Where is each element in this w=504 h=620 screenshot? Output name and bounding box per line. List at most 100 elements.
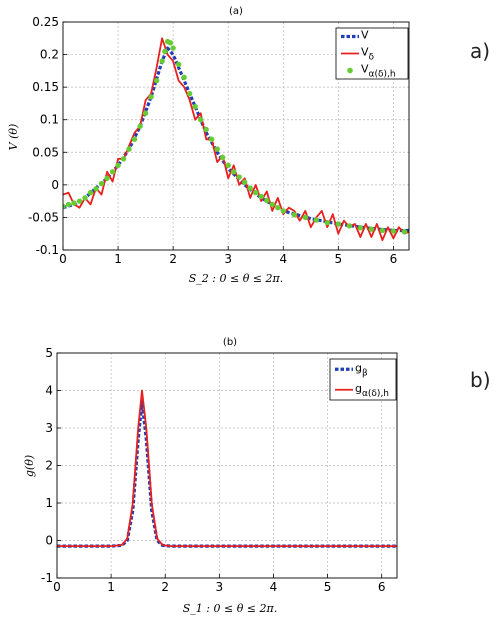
chart-a-series-v-h-point (242, 179, 248, 185)
chart-a-legend-label-1: Vδ (361, 46, 375, 63)
chart-a-series-v-h-point (214, 146, 220, 152)
chart-a-series-v-h-point (275, 204, 281, 211)
chart-a-series-v-h-point (87, 189, 94, 196)
chart-a-series-v-h-point (357, 225, 364, 231)
chart-a-legend-swatch-2 (347, 67, 353, 74)
chart-a-series-v-h-point (264, 197, 270, 204)
chart-a-series-v-h-point (71, 200, 77, 206)
chart-b-legend-box (329, 358, 397, 401)
chart-a-ytick-label: -0.1 (36, 243, 59, 257)
chart-a-xlabel: S_2 : 0 ≤ θ ≤ 2π. (189, 272, 284, 285)
chart-a-series-v-h-point (291, 212, 297, 218)
chart-a-series-v-line (63, 37, 409, 242)
chart-b-xlabel: S_1 : 0 ≤ θ ≤ 2π. (183, 602, 278, 615)
chart-b-ytick-label: 2 (45, 459, 53, 473)
chart-a-series-v-h-point (236, 174, 242, 180)
chart-b-xtick-label: 3 (216, 580, 224, 594)
chart-a-series-v-h-point (76, 198, 83, 204)
chart-a-series-v-h-point (131, 136, 138, 142)
chart-a-ytick-label: 0.25 (32, 15, 59, 29)
chart-a-series-v-h-point (167, 40, 174, 46)
chart-a-series-v-h-point (368, 226, 375, 232)
chart-a-series-v-h-point (153, 77, 160, 84)
panel-label-b: b) (470, 368, 491, 392)
chart-a-series-v-h-point (93, 186, 99, 192)
chart-b-legend-label-0: gβ (355, 361, 368, 378)
chart-a-series-v-h-point (104, 175, 110, 182)
chart-b-axes-frame (56, 352, 398, 579)
chart-b-title: (b) (223, 337, 237, 348)
chart-a-ytick-label: -0.05 (28, 210, 59, 224)
chart-a-xtick-label: 0 (59, 252, 67, 266)
chart-a: (a) V (θ) S_2 : 0 ≤ θ ≤ 2π. 0 1 2 3 4 5 6 -0.1 -… (7, 6, 410, 285)
chart-a-series-v-h-point (253, 189, 259, 196)
chart-a-series-v-h-point (159, 58, 165, 64)
chart-a-legend-label-0: V (361, 29, 369, 42)
chart-a-series-v-h-point (148, 94, 154, 100)
chart-b-legend: gβ gα(δ),h (329, 358, 397, 401)
chart-a-xtick-label: 6 (390, 252, 398, 266)
chart-a-xtick-label: 4 (279, 252, 287, 266)
chart-a-legend-label-2: Vα(δ),h (361, 63, 396, 80)
chart-a-series-v-h-point (258, 193, 264, 200)
chart-a-data-layer (63, 37, 409, 242)
chart-b-ylabel: g(θ) (23, 455, 36, 477)
chart-a-axes-frame (62, 21, 410, 251)
chart-a-series-v-h-point (175, 61, 182, 68)
chart-a-xtick-label: 3 (224, 252, 232, 266)
chart-a-series-v-h-point (203, 126, 209, 133)
chart-b-ytick-label: 1 (45, 496, 53, 510)
chart-b-xtick-label: 6 (378, 580, 386, 594)
chart-a-xtick-label: 5 (335, 252, 343, 266)
chart-a-ytick-label: 0.15 (32, 80, 59, 94)
chart-b-data-layer (57, 389, 397, 548)
chart-a-series-v-h-point (170, 45, 176, 51)
chart-a-series-v-h-point (346, 223, 353, 229)
chart-a-series-v-h-point (162, 48, 168, 55)
chart-a-ytick-label: 0.05 (32, 145, 59, 159)
chart-a-series-v-h-point (225, 162, 231, 169)
chart-a-series-v-h-point (181, 74, 187, 81)
chart-a-ytick-label: 0 (51, 178, 59, 192)
chart-a-series-v-h-point (120, 156, 127, 162)
chart-a-series-v-h-point (390, 228, 397, 234)
chart-a-series-v-h-point (197, 117, 204, 123)
chart-a-ytick-label: 0.2 (40, 48, 59, 62)
chart-b-ytick-label: 0 (45, 534, 53, 548)
chart-a-xtick-label: 1 (114, 252, 122, 266)
chart-a-series-v-h-point (220, 154, 226, 161)
chart-b-ytick-label: -1 (41, 571, 53, 585)
chart-a-series-v-h-point (247, 185, 253, 191)
chart-a-ylabel: V (θ) (7, 124, 20, 151)
chart-b-series-g-h-line (57, 389, 397, 547)
chart-a-series-v-h-point (65, 201, 72, 208)
chart-a-series-v-h-point (280, 208, 286, 214)
chart-b-legend-label-1: gα(δ),h (355, 382, 389, 399)
chart-a-series-v-h-point (269, 201, 275, 208)
chart-a-series-v-h-point (192, 103, 198, 110)
chart-a-ytick-label: 0.1 (40, 113, 59, 127)
chart-b-xtick-label: 4 (270, 580, 278, 594)
chart-a-series-v-h-point (142, 110, 149, 116)
chart-a-series-v-h-point (137, 123, 143, 129)
chart-a-series-v-h-point (313, 217, 320, 223)
chart-a-plot-area: 0 1 2 3 4 5 6 -0.1 -0.05 0 0.05 0.1 0.15 0.2 0.25 V VδVα… (28, 15, 410, 266)
chart-a-series-v-h-point (401, 229, 408, 235)
chart-b-ytick-label: 4 (45, 384, 53, 398)
chart-b-xtick-label: 5 (324, 580, 332, 594)
chart-a-series-v-h-point (186, 90, 193, 97)
chart-a-series-v-h-point (98, 180, 105, 187)
chart-b: (b) g(θ) S_1 : 0 ≤ θ ≤ 2π. 0 1 2 3 4 5 6-10123… (23, 337, 398, 615)
chart-a-series-v-h-point (324, 219, 331, 226)
chart-a-series-v-h-point (208, 136, 215, 142)
chart-a-series-v-h-point (126, 146, 132, 152)
chart-b-xtick-label: 0 (53, 580, 61, 594)
chart-a-series-v-h-point (379, 227, 386, 234)
chart-b-ytick-label: 5 (45, 346, 53, 360)
chart-a-title: (a) (229, 6, 243, 17)
chart-a-series-v-h-point (335, 221, 342, 227)
chart-b-xtick-label: 2 (161, 580, 169, 594)
